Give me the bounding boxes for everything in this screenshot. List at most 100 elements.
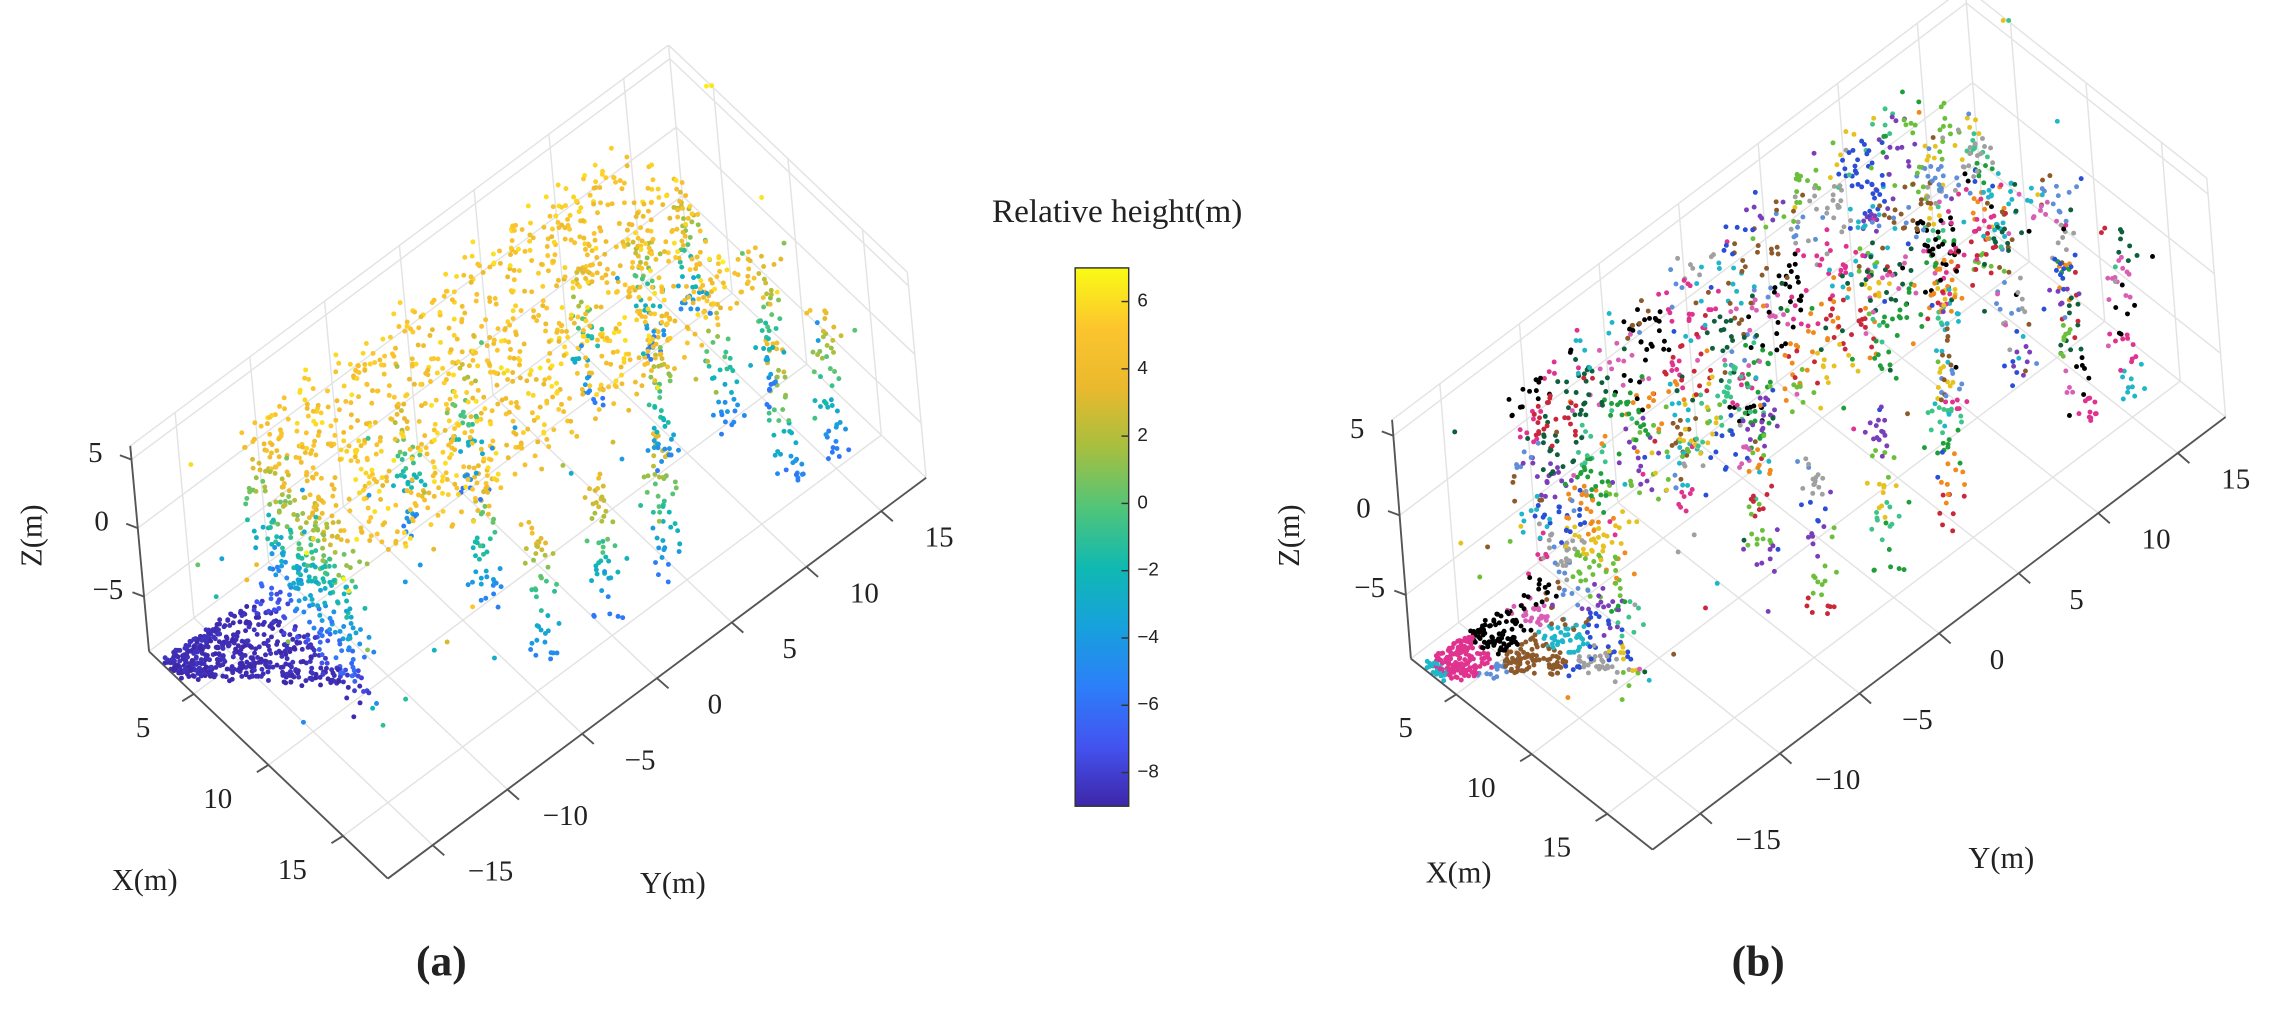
point [828,345,834,351]
point [644,489,650,495]
point [258,601,264,607]
point [748,362,754,368]
point [661,328,667,334]
point [1804,603,1810,609]
point [1884,500,1890,505]
point [301,609,307,615]
point [517,357,523,363]
point [519,227,525,233]
point [449,451,454,457]
point [1954,268,1960,274]
point [1896,566,1902,572]
point [1567,637,1573,643]
point [358,466,364,472]
point [328,423,334,429]
point [1800,399,1806,405]
point [646,333,652,339]
point [1737,418,1742,424]
point [1838,198,1844,204]
point [1627,331,1633,337]
point [582,241,588,247]
point [1694,281,1700,286]
point [286,488,292,494]
point [624,154,630,160]
point [1816,185,1822,191]
point [330,520,336,526]
point [602,251,608,257]
point [1631,445,1637,451]
point [492,529,498,535]
point [1930,135,1936,140]
point [443,288,449,294]
point [1985,231,1991,236]
point [1999,209,2005,215]
point [1549,443,1555,449]
point [673,177,679,183]
point [1669,304,1675,310]
point [418,381,424,387]
point [1754,541,1760,547]
point [382,520,388,526]
point [1738,382,1744,388]
point [410,518,416,524]
point [668,436,674,442]
point [343,399,349,404]
point [344,538,350,544]
point [355,673,361,679]
point [1872,264,1878,270]
point [1948,259,1954,265]
point [609,201,615,207]
point [1606,648,1612,654]
point [1870,191,1876,197]
point [638,243,644,249]
point [329,513,335,519]
point [438,339,443,345]
point [580,218,586,224]
point [1681,438,1687,444]
point [676,549,682,554]
point [1615,357,1621,363]
point [189,661,195,667]
point [398,408,404,414]
point [1744,207,1749,213]
point [545,253,551,259]
point [1506,396,1512,402]
point [269,585,275,591]
point [1795,219,1801,225]
point [528,368,534,374]
point [766,387,772,393]
point [267,469,273,475]
point [1674,424,1680,430]
point [1537,577,1543,583]
point [2026,321,2032,327]
point [292,646,298,652]
point [1872,213,1878,219]
point [350,648,356,654]
point [660,415,666,421]
point [1749,305,1755,311]
point [243,672,249,678]
point [2132,393,2138,399]
point [1685,281,1691,287]
point [2015,290,2021,295]
point [524,378,530,384]
point [230,620,236,626]
point [308,654,314,660]
point [2060,275,2066,281]
point [374,442,380,448]
point [1876,212,1882,218]
point [1898,211,1904,217]
point [522,288,528,294]
point [1900,265,1906,271]
point [1855,181,1861,187]
point [671,432,677,438]
point [593,185,599,191]
point [1825,380,1831,386]
point [507,322,513,328]
point [1943,270,1949,275]
point [624,556,630,561]
point [1864,179,1870,185]
point [302,397,308,403]
